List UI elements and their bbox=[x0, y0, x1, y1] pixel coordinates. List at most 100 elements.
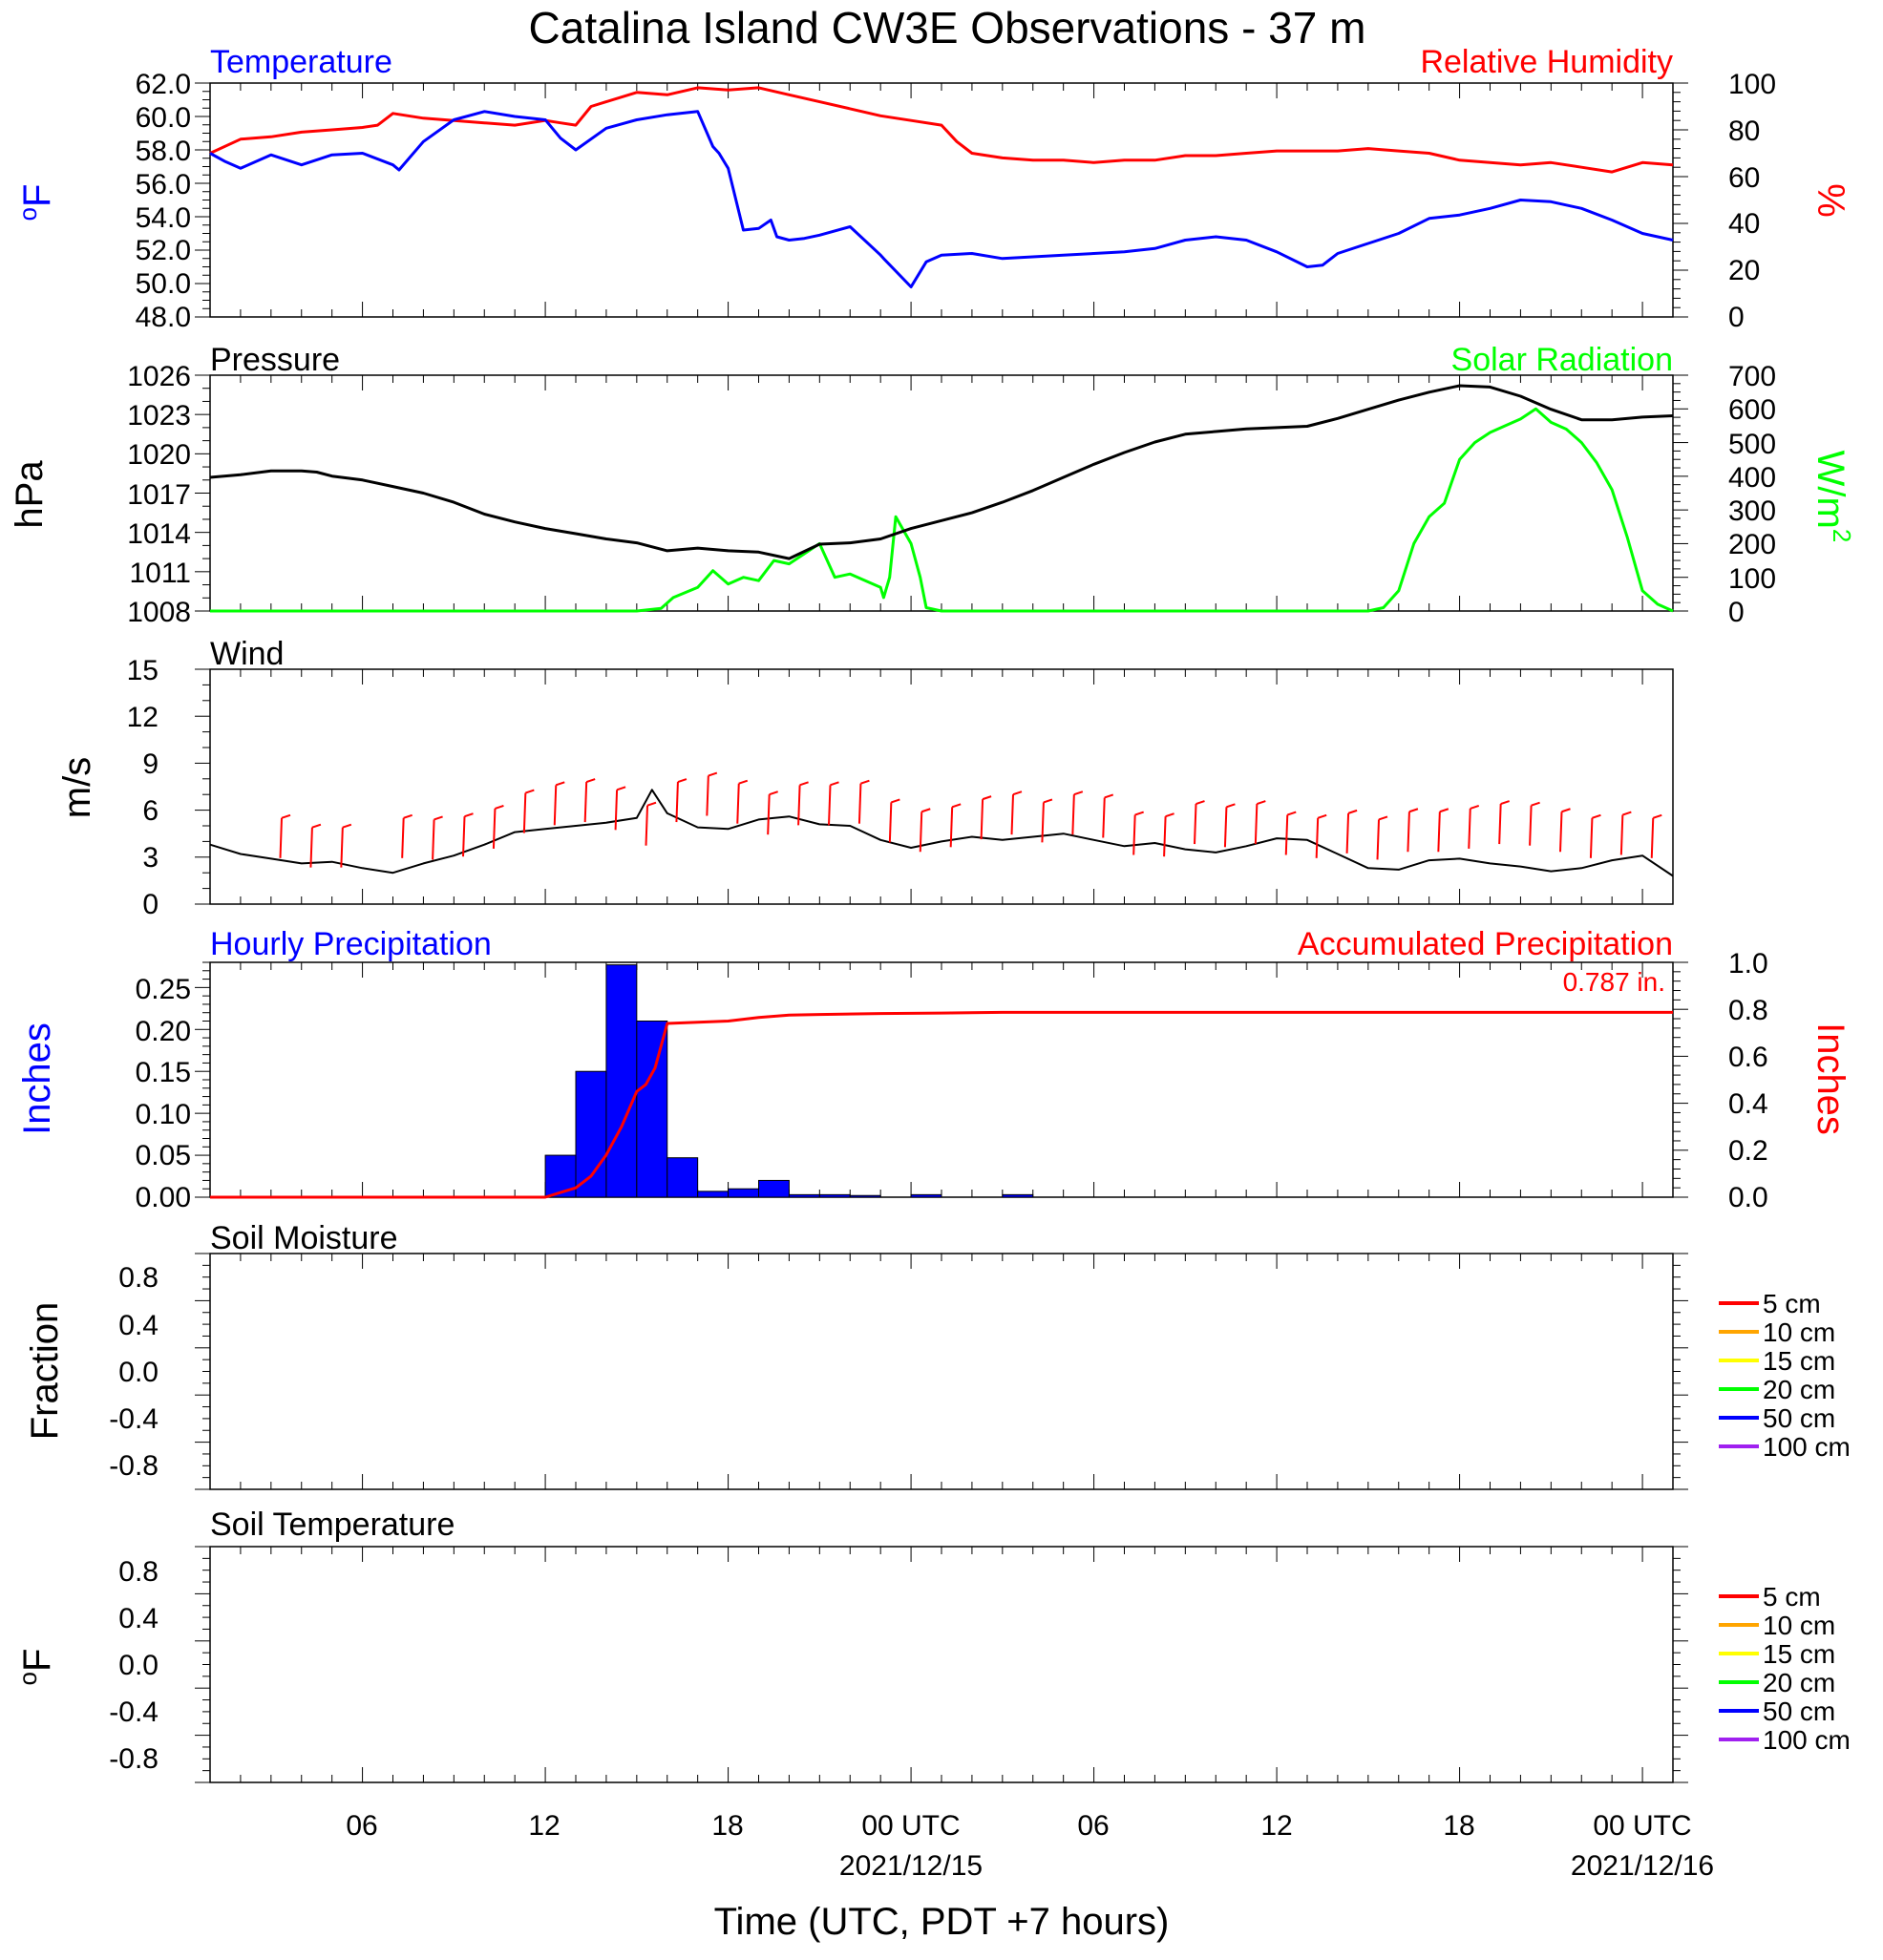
wind-barb-flag bbox=[1073, 790, 1084, 796]
wind-barb-flag bbox=[769, 790, 778, 796]
wind-barb-staff bbox=[492, 808, 497, 849]
soil-temperature-panel: Soil Temperature 0.8 0.4 0.0 -0.4 -0.8 o… bbox=[13, 1507, 1851, 1775]
rh-tick: 20 bbox=[1728, 255, 1760, 286]
wind-tick: 3 bbox=[142, 842, 159, 874]
hourly-precip-bar bbox=[788, 1193, 820, 1198]
wind-barb-flag bbox=[1378, 815, 1388, 821]
wind-barb-flag bbox=[677, 778, 688, 784]
legend-label: 5 cm bbox=[1763, 1289, 1821, 1318]
accum-tick: 0.8 bbox=[1728, 995, 1768, 1026]
accumulated-precip-title: Accumulated Precipitation bbox=[1298, 926, 1673, 962]
soil-temperature-legend: 5 cm 10 cm 15 cm 20 cm 50 cm 100 cm bbox=[1719, 1582, 1851, 1755]
temp-tick: 52.0 bbox=[136, 235, 191, 266]
hourly-precip-bar bbox=[910, 1193, 942, 1198]
solar-tick: 500 bbox=[1728, 429, 1776, 460]
soil-temp-tick: 0.0 bbox=[118, 1650, 159, 1681]
precipitation-panel: Hourly Precipitation Accumulated Precipi… bbox=[16, 926, 1851, 1213]
precip-tick: 0.10 bbox=[136, 1099, 191, 1130]
wind-barb-flag bbox=[1561, 808, 1571, 813]
wind-barb-staff bbox=[1437, 811, 1441, 853]
wind-barb-staff bbox=[1559, 811, 1563, 853]
time-axis: 06 12 18 00 UTC 2021/12/15 06 12 18 00 U… bbox=[346, 1810, 1714, 1943]
accum-unit-label: Inches bbox=[1809, 1022, 1851, 1135]
solar-radiation-title: Solar Radiation bbox=[1451, 342, 1673, 378]
wind-barb-staff bbox=[828, 785, 832, 826]
wind-unit-label: m/s bbox=[56, 757, 98, 818]
wind-barb-flag bbox=[1195, 800, 1205, 805]
precip-tick: 0.20 bbox=[136, 1016, 191, 1047]
soil-moisture-left-ticks: 0.8 0.4 0.0 -0.4 -0.8 bbox=[109, 1262, 159, 1482]
wind-barb-flag bbox=[311, 823, 322, 829]
hourly-precip-bar bbox=[636, 1021, 668, 1198]
accum-tick: 0.2 bbox=[1728, 1135, 1768, 1167]
wind-speed-line bbox=[209, 789, 1674, 877]
wind-barb-flag bbox=[585, 778, 596, 784]
wind-barb-flag bbox=[799, 781, 809, 787]
wind-barb-flag bbox=[738, 779, 749, 785]
wind-barb-flag bbox=[1470, 805, 1480, 810]
soil-temp-tick: 0.8 bbox=[118, 1556, 159, 1588]
wind-barb-flag bbox=[646, 801, 657, 807]
hourly-precip-bar bbox=[728, 1188, 759, 1198]
wind-barb-flag bbox=[434, 815, 443, 821]
soil-temp-tick: 0.4 bbox=[118, 1603, 159, 1634]
hourly-precip-title: Hourly Precipitation bbox=[210, 926, 492, 962]
wind-barb-staff bbox=[1010, 794, 1015, 835]
unit-main: W/m bbox=[1809, 451, 1851, 529]
solar-tick: 200 bbox=[1728, 529, 1776, 560]
legend-label: 20 cm bbox=[1763, 1668, 1835, 1697]
time-tick-date: 2021/12/15 bbox=[839, 1850, 983, 1882]
soil-moisture-title: Soil Moisture bbox=[210, 1220, 398, 1256]
solar-tick: 700 bbox=[1728, 361, 1776, 392]
temp-tick: 54.0 bbox=[136, 202, 191, 234]
wind-barb-flag bbox=[1165, 812, 1174, 818]
temperature-left-ticks: 62.0 60.0 58.0 56.0 54.0 52.0 50.0 48.0 bbox=[136, 69, 191, 333]
wind-barb-staff bbox=[462, 816, 466, 857]
wind-barb-staff bbox=[1589, 817, 1594, 858]
wind-barb-staff bbox=[614, 790, 619, 831]
pressure-tick: 1023 bbox=[127, 400, 191, 432]
hourly-precip-bar bbox=[575, 1070, 607, 1198]
wind-barb-staff bbox=[1376, 819, 1381, 860]
wind-barb-staff bbox=[583, 782, 588, 823]
rh-right-ticks: 100 80 60 40 20 0 bbox=[1728, 69, 1776, 333]
precip-unit-label: Inches bbox=[16, 1022, 58, 1135]
temperature-title: Temperature bbox=[210, 44, 392, 80]
hourly-precip-bar bbox=[758, 1179, 790, 1198]
solar-right-ticks: 700 600 500 400 300 200 100 0 bbox=[1728, 361, 1776, 628]
wind-barb-flag bbox=[1408, 808, 1419, 813]
accum-right-ticks: 1.0 0.8 0.6 0.4 0.2 0.0 bbox=[1728, 948, 1768, 1213]
precip-tick: 0.25 bbox=[136, 974, 191, 1005]
wind-barb-flag bbox=[1439, 808, 1449, 813]
rh-unit-label: % bbox=[1809, 183, 1851, 218]
unit-letter: F bbox=[16, 184, 58, 207]
wind-tick: 0 bbox=[142, 889, 159, 920]
pressure-line bbox=[209, 384, 1674, 560]
hourly-precip-bar bbox=[666, 1157, 699, 1198]
wind-barb-staff bbox=[857, 783, 862, 824]
precip-tick: 0.15 bbox=[136, 1057, 191, 1088]
temp-tick: 62.0 bbox=[136, 69, 191, 100]
wind-barb-flag bbox=[555, 781, 565, 787]
wind-barb-flag bbox=[708, 771, 718, 777]
wind-barb-staff bbox=[309, 827, 313, 868]
wind-barb-staff bbox=[675, 782, 679, 823]
wind-barb-staff bbox=[1041, 802, 1045, 843]
wind-barb-staff bbox=[1284, 814, 1289, 855]
accumulated-precip-total: 0.787 in. bbox=[1563, 967, 1665, 997]
time-tick-label: 00 UTC bbox=[1593, 1810, 1691, 1842]
wind-barb-staff bbox=[1254, 804, 1259, 845]
wind-barb-staff bbox=[797, 785, 801, 826]
wind-barb-flag bbox=[1531, 801, 1540, 807]
wind-barb-staff bbox=[1498, 804, 1502, 845]
pressure-tick: 1011 bbox=[129, 558, 191, 589]
solar-radiation-line bbox=[210, 407, 1674, 613]
unit-letter: F bbox=[16, 1649, 58, 1672]
wind-barb-flag bbox=[830, 781, 839, 787]
legend-label: 100 cm bbox=[1763, 1432, 1851, 1462]
legend-label: 50 cm bbox=[1763, 1697, 1835, 1726]
wind-barb-staff bbox=[1345, 812, 1350, 854]
legend-label: 10 cm bbox=[1763, 1611, 1835, 1640]
wind-barb-flag bbox=[342, 823, 352, 829]
